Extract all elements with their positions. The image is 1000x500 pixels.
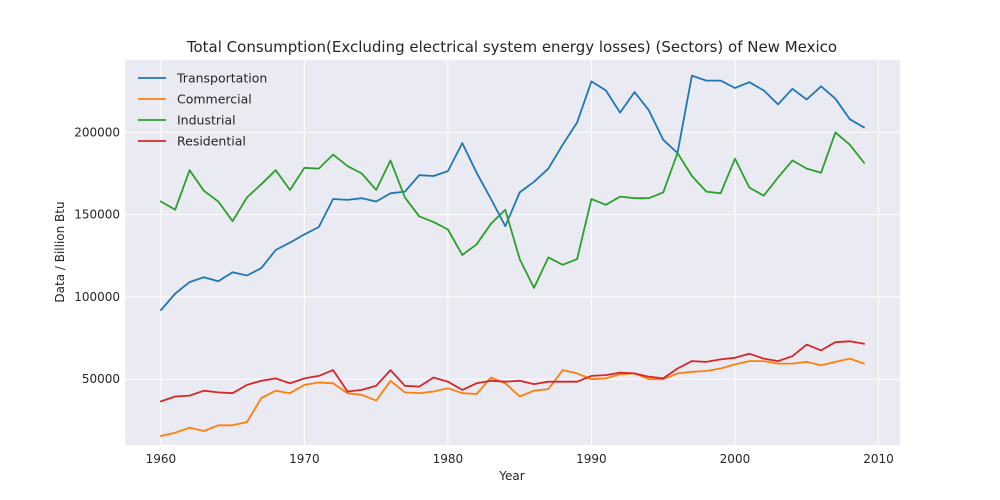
legend: Transportation Commercial Industrial Reside… [138,71,267,149]
x-tick-label: 1980 [433,452,464,466]
legend-label-commercial: Commercial [177,92,252,107]
x-axis-label: Year [498,469,524,483]
y-tick-label: 150000 [74,208,120,222]
y-tick-label: 50000 [82,372,120,386]
y-axis-label: Data / Billion Btu [53,201,67,302]
x-ticks: 1960 1970 1980 1990 2000 2010 [146,452,894,466]
x-tick-label: 1960 [146,452,177,466]
legend-label-industrial: Industrial [177,113,236,128]
y-tick-label: 100000 [74,290,120,304]
series-line-transportation [159,74,865,312]
series-layer [159,74,865,437]
x-tick-label: 2000 [720,452,751,466]
chart-title: Total Consumption(Excluding electrical s… [186,38,837,56]
legend-label-residential: Residential [177,134,246,149]
y-tick-label: 200000 [74,125,120,139]
x-tick-label: 2010 [863,452,894,466]
series-line-commercial [159,357,865,437]
series-line-industrial [159,131,865,289]
grid [125,60,900,445]
legend-label-transportation: Transportation [176,71,267,86]
series-line-residential [159,340,865,403]
x-tick-label: 1970 [289,452,320,466]
x-tick-label: 1990 [576,452,607,466]
y-ticks: 50000 100000 150000 200000 [74,125,120,386]
